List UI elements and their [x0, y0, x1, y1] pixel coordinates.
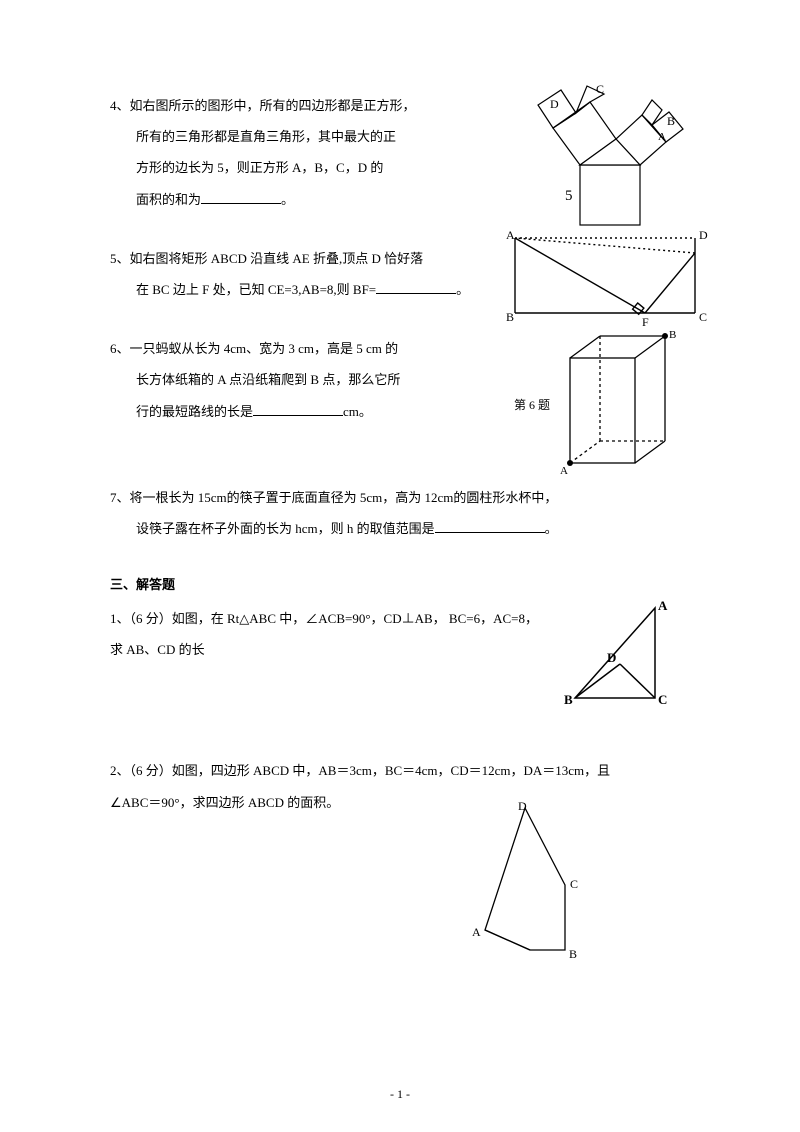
question-6-text: 6、一只蚂蚁从长为 4cm、宽为 3 cm，高是 5 cm 的 长方体纸箱的 A…: [110, 333, 470, 427]
figure-s2: D C B A: [430, 800, 600, 981]
q4-blank: [201, 191, 281, 204]
q7-blank: [435, 520, 545, 533]
q4-num: 4、: [110, 98, 130, 113]
q6-l3a: 行的最短路线的长是: [136, 404, 253, 419]
q4-l2: 所有的三角形都是直角三角形，其中最大的正: [136, 129, 396, 144]
s1-l1: （6 分）如图，在 Rt△ABC 中，∠ACB=90°，CD⊥AB， BC=6，…: [130, 611, 538, 626]
q4-l4a: 面积的和为: [136, 192, 201, 207]
q6-l3b: cm。: [343, 404, 372, 419]
question-7: 7、将一根长为 15cm的筷子置于底面直径为 5cm，高为 12cm的圆柱形水杯…: [110, 482, 700, 544]
q4-l1: 如右图所示的图形中，所有的四边形都是正方形，: [130, 98, 416, 113]
figure-q6: A B: [560, 328, 680, 489]
q6-num: 6、: [110, 341, 130, 356]
question-7-text: 7、将一根长为 15cm的筷子置于底面直径为 5cm，高为 12cm的圆柱形水杯…: [110, 482, 690, 544]
q6-blank: [253, 403, 343, 416]
question-6: 6、一只蚂蚁从长为 4cm、宽为 3 cm，高是 5 cm 的 长方体纸箱的 A…: [110, 333, 700, 427]
s2-l2: ∠ABC＝90°，求四边形 ABCD 的面积。: [110, 795, 339, 810]
q5-l2b: 。: [456, 282, 469, 297]
q5-l1: 如右图将矩形 ABCD 沿直线 AE 折叠,顶点 D 恰好落: [130, 251, 424, 266]
svg-text:B: B: [564, 692, 573, 707]
s1-num: 1、: [110, 611, 130, 626]
solution-1: 1、（6 分）如图，在 Rt△ABC 中，∠ACB=90°，CD⊥AB， BC=…: [110, 603, 700, 665]
svg-text:B: B: [569, 947, 577, 961]
svg-text:A: A: [658, 598, 668, 613]
s2-num: 2、: [110, 763, 130, 778]
q4-l4b: 。: [281, 192, 294, 207]
svg-text:B: B: [667, 114, 675, 128]
s2-l1: （6 分）如图，四边形 ABCD 中，AB＝3cm，BC＝4cm，CD＝12cm…: [130, 763, 611, 778]
svg-text:A: A: [560, 465, 568, 477]
svg-text:C: C: [570, 877, 578, 891]
figure-q4: D C B A 5: [520, 80, 705, 241]
question-4-text: 4、如右图所示的图形中，所有的四边形都是正方形， 所有的三角形都是直角三角形，其…: [110, 90, 470, 215]
svg-text:D: D: [699, 228, 708, 242]
svg-text:A: A: [472, 925, 481, 939]
svg-text:A: A: [658, 131, 666, 143]
question-5-text: 5、如右图将矩形 ABCD 沿直线 AE 折叠,顶点 D 恰好落 在 BC 边上…: [110, 243, 470, 305]
q7-l1: 将一根长为 15cm的筷子置于底面直径为 5cm，高为 12cm的圆柱形水杯中，: [130, 490, 558, 505]
svg-text:5: 5: [565, 188, 573, 204]
s1-l2: 求 AB、CD 的长: [110, 642, 205, 657]
q4-l3: 方形的边长为 5，则正方形 A，B，C，D 的: [136, 160, 383, 175]
figure-s1: A B C D: [555, 598, 670, 724]
q6-l2: 长方体纸箱的 A 点沿纸箱爬到 B 点，那么它所: [136, 372, 400, 387]
svg-text:C: C: [596, 82, 604, 96]
q7-l2b: 。: [545, 521, 558, 536]
solution-2: 2、（6 分）如图，四边形 ABCD 中，AB＝3cm，BC＝4cm，CD＝12…: [110, 755, 700, 817]
q5-num: 5、: [110, 251, 130, 266]
svg-text:D: D: [518, 800, 527, 813]
question-5: 5、如右图将矩形 ABCD 沿直线 AE 折叠,顶点 D 恰好落 在 BC 边上…: [110, 243, 700, 305]
q5-blank: [376, 281, 456, 294]
solution-1-text: 1、（6 分）如图，在 Rt△ABC 中，∠ACB=90°，CD⊥AB， BC=…: [110, 603, 570, 665]
svg-text:F: F: [642, 315, 649, 329]
q7-l2a: 设筷子露在杯子外面的长为 hcm，则 h 的取值范围是: [136, 521, 435, 536]
solution-2-text: 2、（6 分）如图，四边形 ABCD 中，AB＝3cm，BC＝4cm，CD＝12…: [110, 755, 690, 817]
figure-q5: A D B C F: [500, 223, 710, 344]
question-4: 4、如右图所示的图形中，所有的四边形都是正方形， 所有的三角形都是直角三角形，其…: [110, 90, 700, 215]
svg-text:C: C: [658, 692, 667, 707]
svg-text:B: B: [506, 310, 514, 324]
page-footer: - 1 -: [0, 1087, 800, 1102]
section-header: 三、解答题: [110, 574, 700, 593]
q5-l2a: 在 BC 边上 F 处，已知 CE=3,AB=8,则 BF=: [136, 282, 376, 297]
figure-q6-caption: 第 6 题: [514, 391, 550, 420]
svg-text:D: D: [607, 650, 616, 665]
q6-l1: 一只蚂蚁从长为 4cm、宽为 3 cm，高是 5 cm 的: [130, 341, 399, 356]
svg-text:A: A: [506, 228, 515, 242]
svg-text:B: B: [669, 329, 676, 341]
svg-text:C: C: [699, 310, 707, 324]
svg-text:D: D: [550, 97, 559, 111]
q7-num: 7、: [110, 490, 130, 505]
